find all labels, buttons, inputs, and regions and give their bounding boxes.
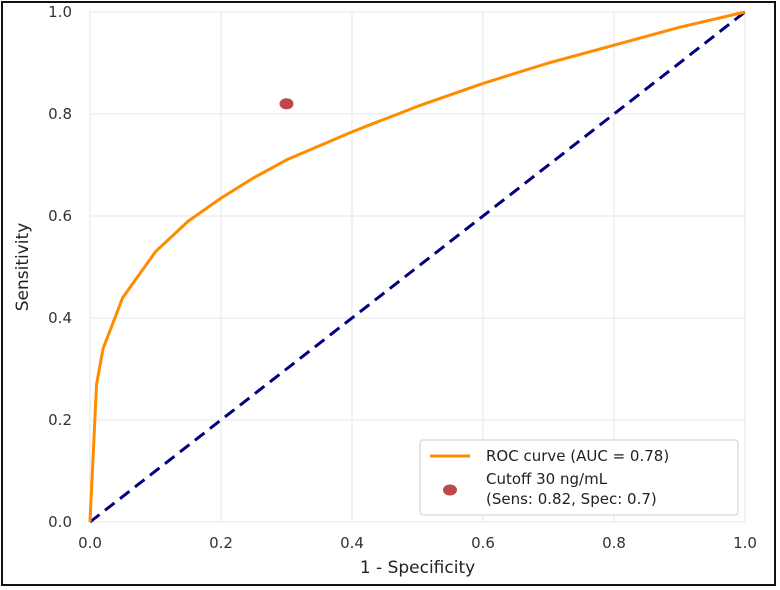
y-axis-label: Sensitivity [13,223,33,312]
legend-cutoff-stats: (Sens: 0.82, Spec: 0.7) [486,490,657,508]
x-tick-labels: 0.0 0.2 0.4 0.6 0.8 1.0 [78,534,757,552]
x-tick-label: 1.0 [733,534,757,552]
legend: ROC curve (AUC = 0.78) Cutoff 30 ng/mL (… [419,439,739,516]
y-tick-label: 1.0 [48,3,72,21]
y-tick-label: 0.2 [48,411,72,429]
series-layer [88,10,746,524]
y-tick-label: 0.4 [48,309,72,327]
legend-box [419,439,739,516]
x-tick-label: 0.8 [602,534,626,552]
x-tick-label: 0.0 [78,534,102,552]
grid [89,11,746,523]
legend-roc-label: ROC curve (AUC = 0.78) [486,447,669,465]
x-axis-label: 1 - Specificity [360,558,475,578]
legend-cutoff-label: Cutoff 30 ng/mL [486,470,608,488]
y-tick-label: 0.6 [48,207,72,225]
y-tick-label: 0.0 [48,513,72,531]
y-tick-labels: 0.0 0.2 0.4 0.6 0.8 1.0 [48,3,72,531]
legend-cutoff-marker [443,484,457,496]
x-tick-label: 0.4 [340,534,364,552]
random-classifier-line [89,10,746,524]
roc-curve-line [88,10,746,523]
y-tick-label: 0.8 [48,105,72,123]
x-tick-label: 0.2 [209,534,233,552]
cutoff-point [279,98,294,110]
x-tick-label: 0.6 [471,534,495,552]
